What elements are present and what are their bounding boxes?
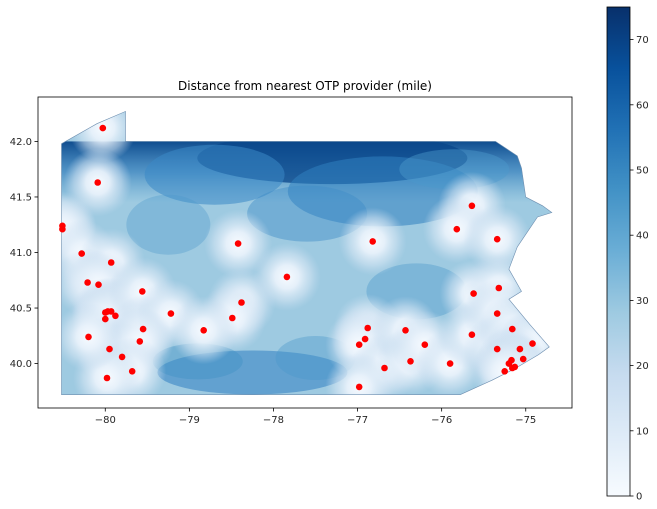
y-tick-label: 40.5 [10, 304, 32, 315]
x-axis: −80 −79 −78 −77 −76 −75 [95, 408, 536, 426]
provider-point [200, 327, 207, 334]
provider-point [361, 335, 369, 343]
y-tick-label: 41.0 [10, 248, 32, 259]
provider-point [493, 235, 501, 243]
provider-point [85, 333, 92, 341]
y-tick-label: 42.0 [10, 137, 32, 148]
x-tick-label: −80 [95, 415, 116, 426]
colorbar-tick-label: 30 [636, 296, 649, 307]
provider-point [402, 327, 409, 334]
colorbar-tick-label: 10 [636, 426, 649, 437]
provider-point [421, 341, 429, 349]
colorbar-tick-label: 40 [636, 231, 649, 242]
y-axis: 40.0 40.5 41.0 41.5 42.0 [10, 137, 38, 370]
provider-point [136, 338, 144, 345]
x-tick-label: −75 [515, 415, 536, 426]
provider-point [128, 368, 136, 375]
state-map [61, 111, 552, 395]
provider-point [107, 259, 115, 266]
provider-point [95, 281, 102, 289]
y-tick-label: 40.0 [10, 359, 32, 370]
provider-point [355, 383, 363, 391]
provider-point [509, 325, 516, 333]
provider-point [470, 290, 477, 297]
provider-point [493, 345, 501, 353]
provider-point [381, 364, 388, 372]
colorbar-tick-label: 70 [636, 35, 649, 46]
provider-point [84, 279, 91, 286]
provider-point [529, 340, 536, 347]
provider-point [407, 358, 414, 365]
colorbar-tick-label: 50 [636, 166, 649, 177]
provider-point [238, 299, 245, 306]
colorbar-tick-label: 0 [636, 492, 642, 503]
shade-region [144, 144, 285, 205]
provider-point [446, 360, 454, 367]
provider-point [94, 179, 101, 186]
chart-title: Distance from nearest OTP provider (mile… [178, 79, 432, 93]
provider-point [509, 364, 516, 372]
colorbar-tick-label: 60 [636, 100, 649, 111]
colorbar [606, 6, 631, 497]
provider-point [519, 355, 527, 363]
provider-point [369, 238, 377, 245]
provider-point [107, 308, 115, 315]
provider-points [59, 124, 536, 391]
provider-point [468, 331, 476, 339]
provider-point [102, 315, 109, 323]
provider-point [453, 225, 461, 233]
provider-point [501, 368, 509, 375]
provider-point [106, 345, 113, 353]
provider-point [493, 310, 501, 317]
provider-point [364, 324, 372, 332]
x-tick-label: −76 [431, 415, 452, 426]
x-tick-label: −78 [263, 415, 284, 426]
provider-point [495, 284, 503, 292]
state-outline [61, 110, 553, 395]
provider-point [516, 345, 524, 353]
provider-point [139, 325, 147, 333]
provider-point [167, 310, 175, 317]
provider-point [112, 312, 119, 320]
x-tick-label: −79 [179, 415, 200, 426]
provider-point [355, 341, 363, 349]
x-tick-label: −77 [347, 415, 368, 426]
colorbar-tick-label: 20 [636, 361, 649, 372]
provider-point [99, 124, 107, 132]
colorbar-axis: 0 10 20 30 40 50 60 70 [630, 35, 649, 503]
y-tick-label: 41.5 [10, 192, 32, 203]
provider-point [234, 240, 242, 247]
provider-point [283, 273, 291, 281]
provider-point [229, 314, 236, 322]
provider-point [118, 353, 126, 361]
provider-point [59, 225, 66, 233]
shade-region [247, 185, 368, 242]
shade-region [126, 194, 211, 255]
provider-point [468, 202, 476, 210]
provider-point [139, 288, 146, 295]
provider-point [103, 374, 111, 382]
provider-point [78, 250, 85, 257]
